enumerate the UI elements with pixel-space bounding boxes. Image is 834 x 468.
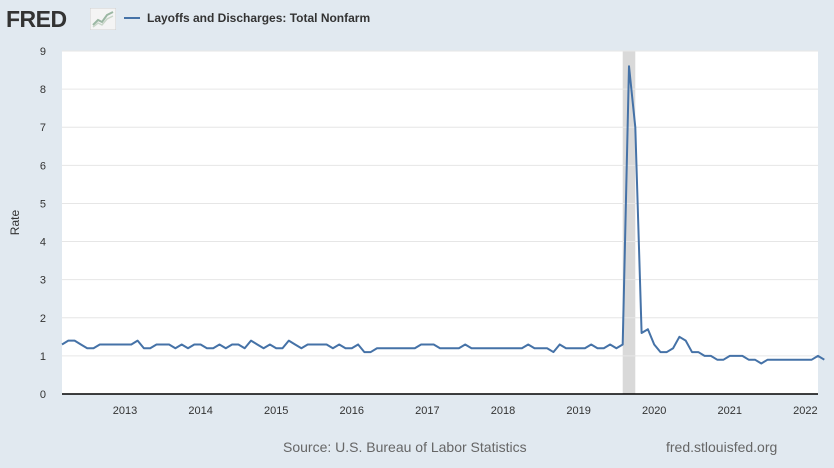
y-tick-label: 0 <box>40 389 46 401</box>
x-tick-label: 2014 <box>188 405 212 417</box>
x-axis-ticks: 2013 2014 2015 2016 2017 2018 2019 2020 2021 2022 <box>113 405 818 417</box>
x-tick-label: 2016 <box>340 405 364 417</box>
y-tick-label: 4 <box>40 237 46 249</box>
x-tick-label: 2015 <box>264 405 288 417</box>
x-tick-label: 2019 <box>566 405 590 417</box>
x-tick-label: 2018 <box>491 405 515 417</box>
x-tick-label: 2013 <box>113 405 137 417</box>
legend-swatch <box>124 17 140 19</box>
y-tick-label: 5 <box>40 198 46 210</box>
plot-area <box>62 51 818 394</box>
y-axis-label: Rate <box>8 210 22 236</box>
line-chart-icon <box>90 8 116 30</box>
footer-url[interactable]: fred.stlouisfed.org <box>666 439 778 455</box>
y-tick-label: 3 <box>40 275 46 287</box>
y-axis-ticks: 0 1 2 3 4 5 6 7 8 9 <box>40 46 46 401</box>
grid-lines <box>62 50 818 357</box>
footer-source: Source: U.S. Bureau of Labor Statistics <box>283 439 527 455</box>
recession-band <box>622 51 636 394</box>
x-tick-label: 2022 <box>793 405 817 417</box>
y-tick-label: 2 <box>40 313 46 325</box>
y-tick-label: 1 <box>40 351 46 363</box>
chart-header: FRED Layoffs and Discharges: Total Nonfa… <box>0 0 834 40</box>
legend-label[interactable]: Layoffs and Discharges: Total Nonfarm <box>147 11 371 25</box>
recession-shading <box>622 51 636 394</box>
y-tick-label: 6 <box>40 160 46 172</box>
x-tick-label: 2021 <box>718 405 742 417</box>
y-tick-label: 7 <box>40 122 46 134</box>
y-tick-label: 8 <box>40 84 46 96</box>
x-tick-label: 2020 <box>642 405 666 417</box>
y-tick-label: 9 <box>40 46 46 58</box>
x-tick-label: 2017 <box>415 405 439 417</box>
fred-logo[interactable]: FRED <box>6 6 67 32</box>
series-line[interactable] <box>61 65 825 365</box>
